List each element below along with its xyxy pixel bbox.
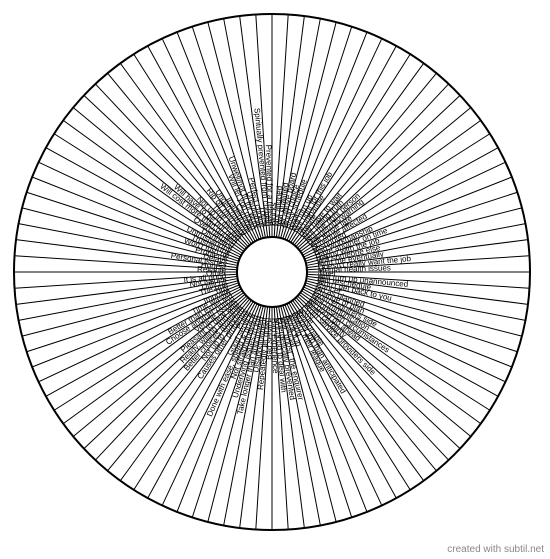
chart-container: ThiefWill turn up unannouncedWill resche… (0, 0, 550, 559)
footer-credit: created with subtil.net (447, 544, 544, 555)
wheel-chart: ThiefWill turn up unannouncedWill resche… (0, 0, 550, 559)
